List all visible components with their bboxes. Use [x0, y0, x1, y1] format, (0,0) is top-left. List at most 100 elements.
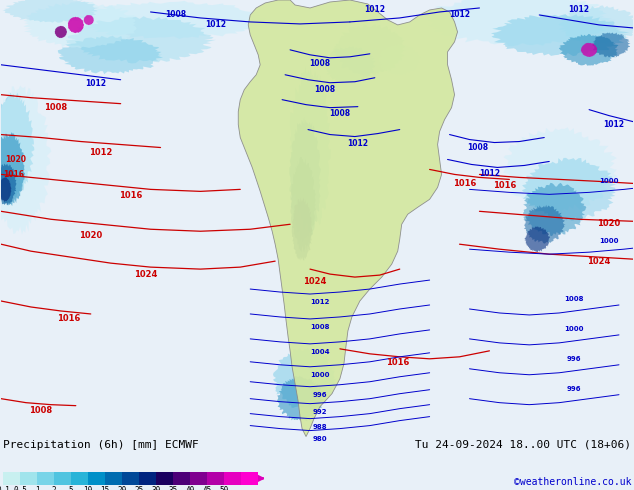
Polygon shape [0, 177, 11, 202]
Polygon shape [0, 132, 25, 206]
Bar [71, 472, 88, 485]
Text: 1016: 1016 [493, 181, 516, 190]
Bar [37, 472, 54, 485]
Polygon shape [58, 36, 163, 74]
Polygon shape [592, 32, 630, 57]
Polygon shape [3, 0, 99, 23]
Text: 1012: 1012 [604, 120, 624, 129]
Text: 1016: 1016 [453, 179, 476, 188]
Bar [88, 472, 105, 485]
Bar [190, 472, 207, 485]
Text: 1000: 1000 [599, 178, 619, 184]
Text: 1008: 1008 [467, 143, 488, 152]
Polygon shape [0, 93, 34, 197]
Text: 1000: 1000 [599, 238, 619, 244]
Text: 996: 996 [567, 386, 581, 392]
Polygon shape [290, 157, 316, 253]
Text: 1012: 1012 [347, 139, 368, 148]
Polygon shape [66, 16, 216, 63]
Text: 996: 996 [567, 356, 581, 362]
Text: 1008: 1008 [314, 85, 335, 94]
Polygon shape [68, 17, 84, 33]
Text: 25: 25 [134, 486, 144, 490]
Polygon shape [558, 5, 634, 44]
Bar [224, 472, 241, 485]
Polygon shape [289, 117, 321, 243]
Bar [173, 472, 190, 485]
Bar [139, 472, 156, 485]
Polygon shape [55, 25, 67, 38]
Text: 1008: 1008 [329, 109, 351, 118]
Polygon shape [290, 66, 331, 236]
Text: 1012: 1012 [310, 299, 330, 305]
Polygon shape [522, 158, 616, 220]
Text: 1000: 1000 [564, 326, 584, 332]
Bar [105, 472, 122, 485]
Text: Tu 24-09-2024 18..00 UTC (18+06): Tu 24-09-2024 18..00 UTC (18+06) [415, 440, 631, 449]
Text: 1024: 1024 [587, 257, 611, 266]
Text: 10: 10 [84, 486, 93, 490]
Text: 1: 1 [35, 486, 39, 490]
Bar [156, 472, 173, 485]
Text: Precipitation (6h) [mm] ECMWF: Precipitation (6h) [mm] ECMWF [3, 440, 198, 449]
Text: 1024: 1024 [134, 270, 157, 279]
Polygon shape [23, 1, 137, 48]
Polygon shape [378, 44, 421, 75]
Bar [241, 472, 258, 485]
Text: 45: 45 [202, 486, 212, 490]
Text: 0.1: 0.1 [0, 486, 10, 490]
Text: 1012: 1012 [205, 21, 226, 29]
Text: 1004: 1004 [310, 349, 330, 355]
Text: 1020: 1020 [597, 219, 621, 228]
Text: 992: 992 [313, 409, 327, 415]
Polygon shape [581, 43, 597, 57]
Bar [3, 472, 20, 485]
Polygon shape [277, 375, 324, 421]
Text: 20: 20 [117, 486, 127, 490]
Text: 1000: 1000 [310, 372, 330, 378]
Polygon shape [292, 197, 313, 261]
Text: 1008: 1008 [309, 59, 330, 68]
Text: ©weatheronline.co.uk: ©weatheronline.co.uk [514, 477, 631, 487]
Polygon shape [84, 15, 94, 25]
Bar [207, 472, 224, 485]
Polygon shape [491, 14, 630, 56]
Text: 30: 30 [152, 486, 160, 490]
Text: 980: 980 [313, 436, 327, 441]
Polygon shape [332, 24, 407, 77]
Text: 2: 2 [52, 486, 56, 490]
Bar [122, 472, 139, 485]
Text: 1008: 1008 [29, 406, 53, 415]
Text: 996: 996 [313, 392, 327, 398]
Polygon shape [0, 164, 16, 205]
Polygon shape [524, 226, 550, 252]
Text: 1012: 1012 [569, 5, 590, 15]
Text: 1024: 1024 [303, 276, 327, 286]
Polygon shape [74, 1, 266, 39]
Text: 1016: 1016 [57, 315, 81, 323]
Text: 1016: 1016 [119, 191, 142, 200]
Text: 1016: 1016 [386, 358, 410, 368]
Bar [20, 472, 37, 485]
Text: 1020: 1020 [6, 155, 27, 164]
Polygon shape [273, 347, 337, 410]
Text: 35: 35 [169, 486, 178, 490]
Text: 1016: 1016 [4, 170, 25, 179]
Bar [54, 472, 71, 485]
Text: 15: 15 [100, 486, 110, 490]
Text: 40: 40 [185, 486, 195, 490]
Text: 1012: 1012 [479, 169, 500, 178]
Polygon shape [0, 85, 51, 235]
Text: 1008: 1008 [310, 324, 330, 330]
Polygon shape [503, 127, 618, 212]
Polygon shape [426, 0, 616, 46]
Text: 5: 5 [68, 486, 74, 490]
Text: 1008: 1008 [564, 296, 584, 302]
Text: 1012: 1012 [85, 79, 107, 88]
Text: 0.5: 0.5 [13, 486, 27, 490]
Polygon shape [523, 205, 566, 244]
Text: 1020: 1020 [79, 231, 102, 240]
Text: 1012: 1012 [89, 148, 112, 157]
Text: 1008: 1008 [165, 10, 186, 20]
Polygon shape [238, 0, 458, 437]
